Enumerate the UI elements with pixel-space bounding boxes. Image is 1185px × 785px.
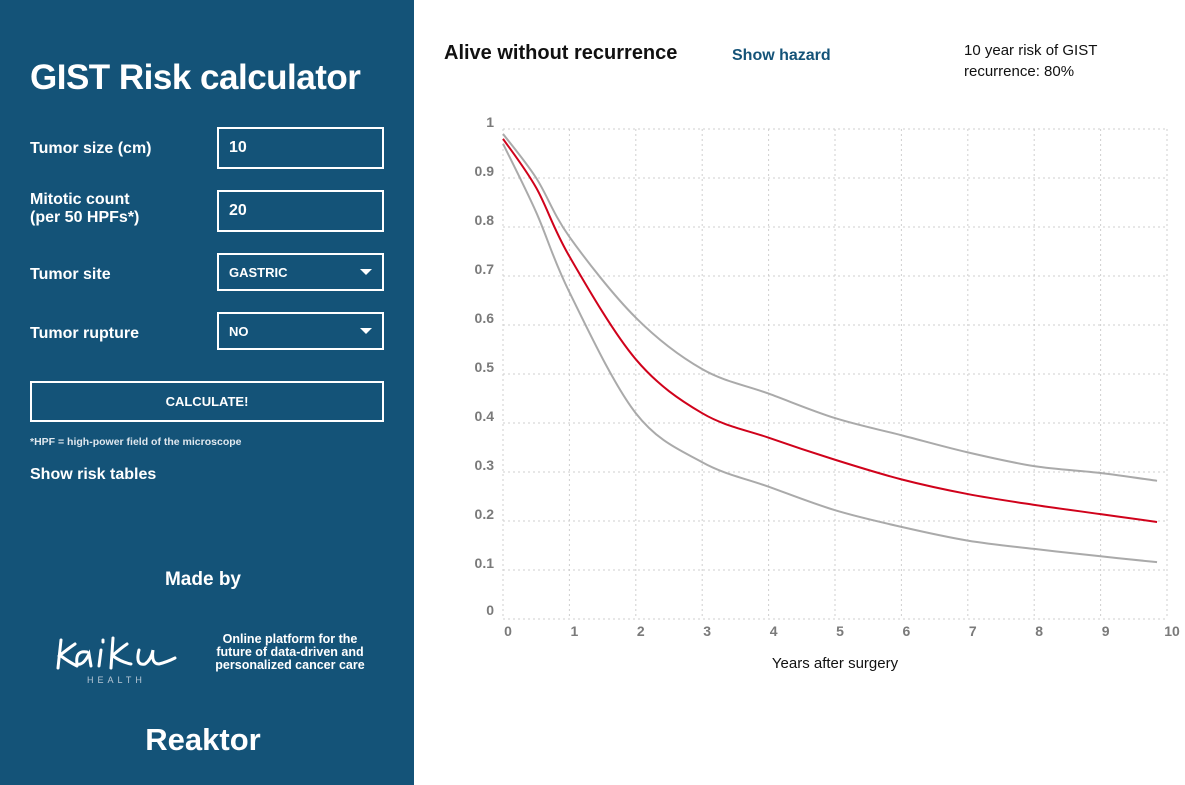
calculate-button[interactable]: CALCULATE! xyxy=(30,381,384,422)
x-tick-label: 6 xyxy=(903,623,911,639)
hpf-footnote: *HPF = high-power field of the microscop… xyxy=(30,436,242,448)
tumor-site-value: GASTRIC xyxy=(229,264,288,280)
kaiku-logo[interactable] xyxy=(55,632,180,674)
show-hazard-link[interactable]: Show hazard xyxy=(732,47,831,64)
chevron-down-icon xyxy=(360,269,372,275)
mitotic-count-label: Mitotic count (per 50 HPFs*) xyxy=(30,191,139,227)
tumor-site-label: Tumor site xyxy=(30,266,111,283)
x-axis-ticks: 0 1 2 3 4 5 6 7 8 9 10 xyxy=(504,623,1180,639)
mitotic-count-input[interactable]: 20 xyxy=(217,190,384,232)
y-tick-label: 0.4 xyxy=(475,408,495,424)
x-tick-label: 5 xyxy=(836,623,844,639)
risk-result: 10 year risk of GIST recurrence: 80% xyxy=(964,42,1098,80)
made-by-heading: Made by xyxy=(164,569,242,590)
x-tick-label: 7 xyxy=(969,623,977,639)
chevron-down-icon xyxy=(360,328,372,334)
x-axis-label: Years after surgery xyxy=(772,655,899,672)
y-tick-label: 0.7 xyxy=(475,261,495,277)
tumor-site-select[interactable]: GASTRIC xyxy=(217,253,384,291)
app-title: GIST Risk calculator xyxy=(30,58,361,97)
x-tick-label: 4 xyxy=(770,623,778,639)
x-tick-label: 10 xyxy=(1164,623,1180,639)
x-tick-label: 8 xyxy=(1035,623,1043,639)
tumor-size-input[interactable]: 10 xyxy=(217,127,384,169)
y-tick-label: 0.3 xyxy=(475,457,495,473)
series-line-lower xyxy=(502,143,1158,564)
tumor-rupture-select[interactable]: NO xyxy=(217,312,384,350)
y-tick-label: 0.1 xyxy=(475,555,495,571)
kaiku-tagline: Online platform for the future of data-d… xyxy=(215,632,365,672)
tumor-rupture-value: NO xyxy=(229,323,249,339)
reaktor-logo[interactable]: Reaktor xyxy=(145,722,261,757)
x-tick-label: 0 xyxy=(504,623,512,639)
tumor-rupture-label: Tumor rupture xyxy=(30,325,140,342)
show-risk-tables-link[interactable]: Show risk tables xyxy=(30,466,157,483)
y-tick-label: 0.9 xyxy=(475,163,495,179)
chart-series xyxy=(502,133,1158,564)
y-axis-ticks: 0 0.1 0.2 0.3 0.4 0.5 0.6 0.7 0.8 0.9 1 xyxy=(475,114,495,618)
y-tick-label: 0.8 xyxy=(475,212,495,228)
kaiku-health-subtitle: HEALTH xyxy=(87,675,146,685)
y-tick-label: 0.6 xyxy=(475,310,495,326)
y-tick-label: 0 xyxy=(486,602,494,618)
mitotic-count-label-line2: (per 50 HPFs*) xyxy=(30,209,140,226)
x-tick-label: 2 xyxy=(637,623,645,639)
series-line-upper xyxy=(502,133,1158,482)
series-line-estimate xyxy=(502,138,1158,523)
sidebar: GIST Risk calculator Tumor size (cm) 10 … xyxy=(0,0,414,785)
y-tick-label: 1 xyxy=(486,114,494,130)
y-tick-label: 0.2 xyxy=(475,506,495,522)
x-tick-label: 1 xyxy=(571,623,579,639)
x-tick-label: 9 xyxy=(1102,623,1110,639)
x-tick-label: 3 xyxy=(703,623,711,639)
y-tick-label: 0.5 xyxy=(475,359,495,375)
tumor-size-label: Tumor size (cm) xyxy=(30,140,152,157)
mitotic-count-label-line1: Mitotic count xyxy=(30,191,130,208)
chart-title: Alive without recurrence xyxy=(444,42,678,64)
chart-grid xyxy=(502,128,1168,620)
